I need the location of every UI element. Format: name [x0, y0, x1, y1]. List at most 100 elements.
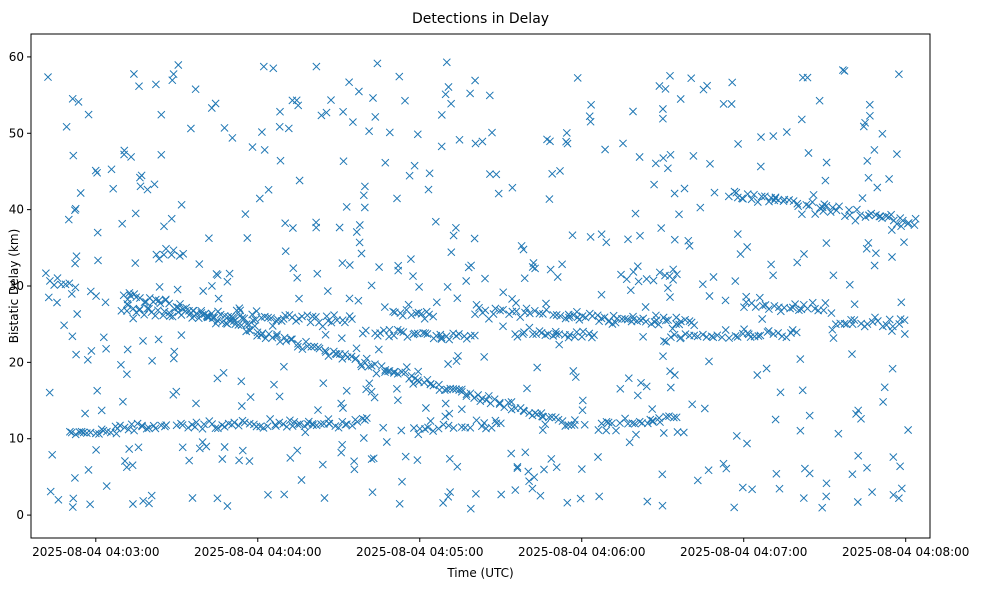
- data-point: [261, 334, 270, 343]
- data-point: [826, 208, 835, 216]
- data-point: [743, 439, 751, 448]
- data-point: [655, 82, 664, 90]
- data-point: [659, 154, 668, 163]
- data-point: [656, 418, 664, 427]
- data-point: [822, 239, 831, 248]
- data-points: [41, 58, 920, 513]
- data-point: [444, 492, 453, 501]
- data-point: [664, 316, 673, 325]
- data-point: [342, 420, 351, 429]
- data-point: [397, 426, 406, 435]
- data-point: [700, 404, 709, 413]
- data-point: [852, 205, 861, 214]
- data-point: [170, 347, 179, 356]
- data-point: [658, 114, 667, 123]
- data-point: [94, 256, 102, 265]
- data-point: [140, 310, 149, 319]
- data-point: [424, 423, 432, 432]
- data-point: [191, 422, 199, 431]
- data-point: [281, 219, 290, 228]
- data-point: [365, 379, 374, 388]
- data-point: [670, 371, 679, 379]
- data-point: [157, 110, 166, 119]
- data-point: [395, 499, 404, 508]
- data-point: [321, 346, 330, 355]
- data-point: [211, 319, 220, 328]
- data-point: [696, 203, 705, 212]
- data-point: [821, 176, 830, 185]
- data-point: [586, 232, 595, 241]
- data-point: [122, 463, 131, 472]
- data-point: [413, 130, 422, 139]
- data-point: [223, 277, 232, 286]
- data-point: [322, 108, 331, 117]
- data-point: [318, 460, 327, 469]
- data-point: [444, 360, 453, 368]
- data-point: [341, 420, 350, 429]
- data-point: [767, 260, 776, 269]
- data-point: [225, 269, 234, 278]
- data-point: [462, 277, 471, 285]
- x-tick-label: 2025-08-04 04:08:00: [842, 545, 969, 559]
- data-point: [447, 99, 456, 108]
- data-point: [79, 428, 88, 437]
- data-point: [309, 421, 317, 430]
- data-point: [140, 298, 149, 307]
- data-point: [220, 422, 229, 431]
- data-point: [624, 235, 632, 244]
- data-point: [818, 503, 827, 512]
- data-point: [392, 384, 401, 393]
- data-point: [156, 299, 165, 308]
- data-point: [552, 463, 561, 472]
- y-tick-label: 20: [9, 355, 24, 369]
- data-point: [471, 310, 479, 319]
- data-point: [178, 421, 187, 430]
- data-point: [317, 420, 325, 429]
- data-point: [288, 335, 296, 344]
- data-point: [730, 503, 739, 512]
- data-point: [663, 164, 672, 173]
- data-point: [205, 313, 214, 321]
- data-point: [732, 431, 741, 440]
- data-point: [863, 463, 871, 472]
- data-point: [604, 317, 613, 326]
- data-point: [466, 504, 475, 513]
- data-point: [457, 405, 466, 414]
- data-point: [793, 199, 802, 208]
- data-point: [658, 501, 667, 510]
- data-point: [769, 132, 778, 141]
- data-point: [77, 427, 86, 436]
- data-point: [407, 311, 416, 320]
- data-point: [190, 312, 199, 321]
- data-point: [888, 364, 897, 373]
- data-point: [338, 354, 347, 363]
- data-point: [133, 419, 142, 428]
- data-point: [71, 283, 80, 292]
- data-point: [562, 137, 571, 146]
- data-point: [160, 222, 168, 231]
- data-point: [791, 300, 800, 309]
- data-point: [268, 333, 277, 342]
- data-point: [756, 162, 765, 171]
- data-point: [719, 459, 728, 468]
- data-point: [413, 456, 422, 465]
- data-point: [72, 252, 81, 261]
- data-point: [160, 307, 169, 316]
- data-point: [421, 329, 430, 338]
- data-point: [53, 274, 62, 283]
- data-point: [499, 305, 507, 314]
- data-point: [449, 231, 458, 240]
- data-point: [520, 274, 529, 283]
- data-point: [887, 226, 896, 234]
- data-point: [785, 196, 794, 204]
- data-point: [173, 285, 182, 294]
- data-point: [352, 344, 361, 353]
- data-point: [546, 265, 555, 274]
- data-point: [264, 490, 272, 499]
- data-point: [648, 417, 657, 426]
- data-point: [248, 310, 257, 319]
- data-point: [432, 298, 441, 307]
- data-point: [733, 193, 742, 202]
- data-point: [95, 429, 103, 438]
- data-point: [545, 195, 554, 204]
